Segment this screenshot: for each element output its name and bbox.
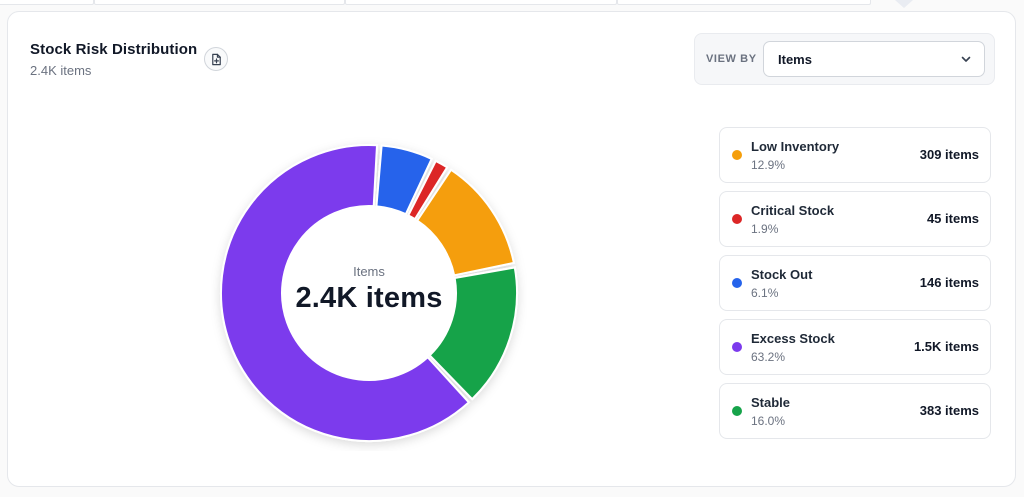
file-plus-icon xyxy=(211,53,221,65)
legend-percent: 6.1% xyxy=(751,286,779,300)
legend-item-stock-out[interactable]: Stock Out 6.1% 146 items xyxy=(719,255,991,311)
legend-item-stable[interactable]: Stable 16.0% 383 items xyxy=(719,383,991,439)
legend-item-excess-stock[interactable]: Excess Stock 63.2% 1.5K items xyxy=(719,319,991,375)
chevron-down-icon xyxy=(961,56,971,62)
legend-dot xyxy=(732,278,742,288)
active-tab-pointer xyxy=(895,0,913,8)
tab-fragment xyxy=(0,0,94,5)
legend-item-critical-stock[interactable]: Critical Stock 1.9% 45 items xyxy=(719,191,991,247)
legend-count: 309 items xyxy=(919,147,979,162)
legend-count: 383 items xyxy=(919,403,979,418)
view-by-control: VIEW BY Items xyxy=(694,33,995,85)
legend-name: Stock Out xyxy=(751,267,813,282)
legend-percent: 63.2% xyxy=(751,350,786,364)
card-title: Stock Risk Distribution xyxy=(30,41,198,58)
legend-name: Critical Stock xyxy=(751,203,835,218)
view-by-label: VIEW BY xyxy=(706,53,757,65)
legend-dot xyxy=(732,150,742,160)
donut-center-value: 2.4K items xyxy=(295,282,443,314)
top-tab-strip xyxy=(0,0,1024,8)
legend-item-low-inventory[interactable]: Low Inventory 12.9% 309 items xyxy=(719,127,991,183)
card-subtitle: 2.4K items xyxy=(30,63,92,78)
legend-name: Excess Stock xyxy=(751,331,835,346)
export-button[interactable] xyxy=(204,47,228,71)
view-by-selected-value: Items xyxy=(778,52,812,67)
legend-percent: 16.0% xyxy=(751,414,786,428)
legend-percent: 12.9% xyxy=(751,158,786,172)
view-by-select[interactable]: Items xyxy=(763,41,985,77)
donut-hole xyxy=(282,206,456,380)
tab-fragment xyxy=(94,0,345,5)
legend-count: 45 items xyxy=(926,211,979,226)
legend-dot xyxy=(732,406,742,416)
tab-fragment xyxy=(617,0,871,5)
donut-svg xyxy=(220,144,518,442)
legend-name: Low Inventory xyxy=(751,139,840,154)
stock-risk-card: Stock Risk Distribution 2.4K items VIEW … xyxy=(7,11,1016,487)
donut-chart: Items 2.4K items xyxy=(211,135,527,451)
legend-count: 146 items xyxy=(919,275,979,290)
donut-center-label: Items xyxy=(353,264,385,279)
legend-count: 1.5K items xyxy=(913,339,979,354)
legend-dot xyxy=(732,214,742,224)
legend-percent: 1.9% xyxy=(751,222,779,236)
legend-name: Stable xyxy=(751,395,791,410)
tab-fragment xyxy=(345,0,617,5)
legend-dot xyxy=(732,342,742,352)
